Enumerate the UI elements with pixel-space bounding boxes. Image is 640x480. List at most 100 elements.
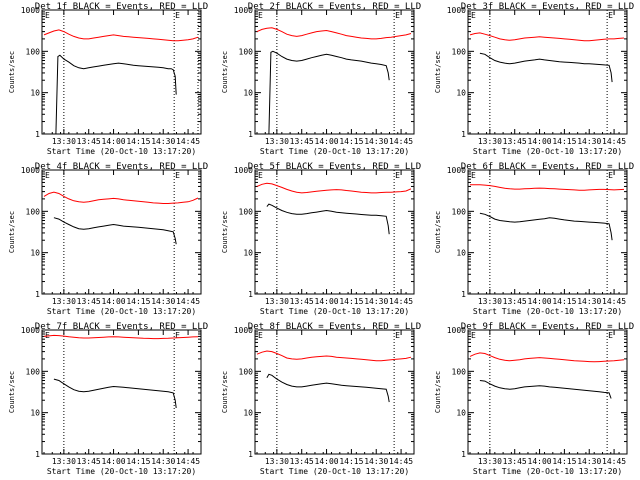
- x-tick-label: 14:00: [102, 297, 126, 306]
- panel-title: Det 7f BLACK = Events, RED = LLD: [35, 322, 208, 332]
- lld-series-line: [469, 32, 625, 42]
- x-tick-label: 13:45: [290, 457, 314, 466]
- y-axis-label: Counts/sec: [8, 211, 16, 253]
- event-annotation: E: [45, 11, 50, 20]
- x-tick-label: 13:30: [265, 297, 289, 306]
- event-annotation: E: [608, 331, 613, 340]
- x-axis-label: Start Time (20-Oct-10 13:17:20): [47, 467, 196, 476]
- y-tick-label: 1000: [447, 166, 466, 175]
- x-tick-label: 14:30: [364, 137, 388, 146]
- y-tick-label: 10: [30, 249, 40, 258]
- x-tick-label: 14:00: [528, 457, 552, 466]
- x-tick-label: 14:30: [364, 297, 388, 306]
- detector-panel-6: Det 6f BLACK = Events, RED = LLD 1 10 100 10…: [434, 162, 634, 316]
- y-tick-label: 10: [456, 409, 466, 418]
- y-tick-label: 1: [35, 130, 40, 139]
- x-axis-label: Start Time (20-Oct-10 13:17:20): [473, 467, 622, 476]
- y-tick-label: 1: [248, 130, 253, 139]
- event-annotation: E: [395, 331, 400, 340]
- x-tick-label: 14:30: [577, 297, 601, 306]
- x-tick-label: 14:30: [577, 457, 601, 466]
- detector-panel-8: Det 8f BLACK = Events, RED = LLD 1 10 100 10…: [221, 322, 421, 476]
- y-tick-label: 1000: [234, 6, 253, 15]
- event-annotation: E: [471, 11, 476, 20]
- event-annotation: E: [258, 331, 263, 340]
- x-axis-label: Start Time (20-Oct-10 13:17:20): [473, 307, 622, 316]
- y-axis-label: Counts/sec: [434, 371, 442, 413]
- event-annotation: E: [45, 331, 50, 340]
- x-tick-label: 13:45: [503, 297, 527, 306]
- y-tick-label: 100: [452, 367, 467, 376]
- y-tick-label: 1000: [21, 326, 40, 335]
- y-tick-label: 1000: [447, 6, 466, 15]
- events-series-line: [479, 212, 613, 241]
- y-tick-label: 1: [35, 290, 40, 299]
- event-annotation: E: [45, 171, 50, 180]
- events-series-line: [53, 217, 177, 245]
- y-tick-label: 100: [26, 207, 41, 216]
- x-tick-label: 14:15: [126, 297, 150, 306]
- detector-panel-2: Det 2f BLACK = Events, RED = LLD 1 10 100 10…: [221, 2, 421, 156]
- event-annotation: E: [258, 11, 263, 20]
- events-series-line: [266, 50, 390, 135]
- y-axis-label: Counts/sec: [434, 51, 442, 93]
- x-axis-label: Start Time (20-Oct-10 13:17:20): [260, 307, 409, 316]
- x-tick-label: 14:00: [315, 457, 339, 466]
- y-tick-label: 10: [30, 409, 40, 418]
- lld-series-line: [256, 182, 412, 194]
- x-tick-label: 14:30: [151, 137, 175, 146]
- y-tick-label: 100: [452, 47, 467, 56]
- x-tick-label: 13:30: [478, 457, 502, 466]
- y-tick-label: 1: [35, 450, 40, 459]
- y-tick-label: 1000: [21, 166, 40, 175]
- panel-title: Det 2f BLACK = Events, RED = LLD: [248, 2, 421, 12]
- lld-series-line: [256, 350, 412, 362]
- x-tick-label: 14:00: [315, 297, 339, 306]
- y-tick-label: 1000: [21, 6, 40, 15]
- x-tick-label: 13:30: [52, 137, 76, 146]
- panel-title: Det 5f BLACK = Events, RED = LLD: [248, 162, 421, 172]
- x-tick-label: 14:00: [315, 137, 339, 146]
- event-annotation: E: [175, 11, 180, 20]
- detector-panel-3: Det 3f BLACK = Events, RED = LLD 1 10 100 10…: [434, 2, 634, 156]
- x-tick-label: 14:45: [389, 457, 413, 466]
- y-tick-label: 1: [248, 450, 253, 459]
- x-axis-label: Start Time (20-Oct-10 13:17:20): [473, 147, 622, 156]
- x-tick-label: 14:30: [151, 457, 175, 466]
- y-axis-label: Counts/sec: [8, 51, 16, 93]
- x-tick-label: 13:45: [77, 457, 101, 466]
- plot-frame: [254, 9, 415, 135]
- plot-frame: [467, 9, 628, 135]
- detector-panel-5: Det 5f BLACK = Events, RED = LLD 1 10 100 10…: [221, 162, 421, 316]
- events-series-line: [53, 378, 177, 409]
- y-tick-label: 10: [243, 249, 253, 258]
- x-tick-label: 13:30: [52, 297, 76, 306]
- x-tick-label: 14:45: [389, 297, 413, 306]
- event-annotation: E: [395, 171, 400, 180]
- x-tick-label: 14:30: [577, 137, 601, 146]
- plot-frame: [254, 169, 415, 295]
- lld-series-line: [43, 334, 199, 340]
- x-tick-label: 14:15: [126, 137, 150, 146]
- y-tick-label: 10: [456, 89, 466, 98]
- y-tick-label: 10: [243, 409, 253, 418]
- x-axis-label: Start Time (20-Oct-10 13:17:20): [47, 147, 196, 156]
- x-tick-label: 14:00: [528, 137, 552, 146]
- y-tick-label: 100: [239, 47, 254, 56]
- lld-series-line: [43, 29, 199, 42]
- y-tick-label: 10: [456, 249, 466, 258]
- plot-frame: [41, 329, 202, 455]
- events-series-line: [53, 54, 177, 135]
- x-tick-label: 14:15: [552, 137, 576, 146]
- x-axis-label: Start Time (20-Oct-10 13:17:20): [260, 147, 409, 156]
- events-series-line: [479, 380, 612, 399]
- x-tick-label: 14:00: [528, 297, 552, 306]
- lld-series-line: [470, 184, 625, 191]
- y-tick-label: 100: [26, 47, 41, 56]
- x-tick-label: 13:30: [265, 457, 289, 466]
- x-tick-label: 14:30: [151, 297, 175, 306]
- event-annotation: E: [175, 331, 180, 340]
- y-tick-label: 1: [461, 450, 466, 459]
- event-annotation: E: [471, 171, 476, 180]
